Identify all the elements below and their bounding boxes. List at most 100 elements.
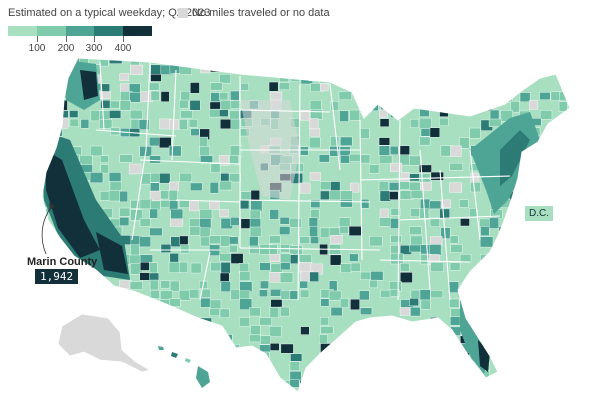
county-patch [529,361,543,372]
legend-tick-100: 100 [28,43,46,54]
county-patch [440,335,454,347]
county-patch [571,228,584,238]
county-patch [320,317,329,326]
legend-swatch-2 [36,26,66,36]
county-patch [139,236,151,248]
county-patch [289,290,299,300]
county-patch [339,146,351,157]
county-patch [469,65,482,75]
county-patch [399,190,413,200]
county-patch [359,388,370,392]
county-patch [509,73,523,82]
county-patch [429,379,443,390]
county-patch [440,353,453,364]
county-patch [540,164,553,173]
county-patch [149,227,163,236]
county-patch [228,173,241,183]
county-patch [280,343,294,354]
county-patch [529,253,543,262]
county-patch [349,387,362,392]
county-patch [189,388,200,392]
county-patch [430,63,442,73]
county-patch [470,182,481,193]
county-patch [339,226,349,235]
county-patch [310,109,323,120]
county-patch [89,172,104,184]
county-patch [448,83,463,92]
county-patch [269,91,283,101]
county-patch [558,163,570,173]
county-patch [440,91,453,99]
county-patch [439,326,450,336]
county-patch [339,136,353,146]
county-patch [519,290,529,301]
county-patch [280,290,291,300]
county-patch [420,128,431,137]
county-patch [400,172,410,183]
county-patch [239,389,252,392]
county-patch [108,172,122,182]
county-patch [358,344,372,354]
county-patch [319,361,333,369]
county-patch [218,92,229,101]
county-patch [180,326,190,335]
county-patch [49,289,63,299]
county-patch [260,335,271,345]
county-patch [390,353,401,361]
county-patch [108,190,121,202]
county-patch [60,379,71,390]
county-patch [139,325,149,335]
county-patch [509,280,522,291]
county-patch [550,351,560,363]
county-patch [309,271,319,282]
county-patch [149,155,161,164]
county-patch [159,137,172,149]
county-patch [269,244,278,255]
county-patch [90,145,103,157]
county-patch [410,235,423,246]
county-patch [349,253,359,262]
county-patch [49,73,62,83]
county-patch [209,335,223,344]
county-patch [379,217,392,227]
county-patch [449,262,461,271]
county-patch [340,199,353,208]
county-patch [130,388,141,392]
county-patch [409,226,422,235]
county-patch [228,244,238,253]
county-patch [349,153,361,162]
state-border [131,61,151,241]
county-patch [439,117,449,126]
county-patch [42,110,53,120]
county-patch [528,263,540,275]
county-patch [369,58,380,67]
county-patch [160,200,170,208]
county-patch [449,352,460,361]
county-patch [42,146,53,157]
county-patch [369,236,383,247]
legend-swatch-1 [8,26,37,36]
county-patch [559,217,570,229]
county-patch [169,298,181,307]
county-patch [99,191,111,201]
county-patch [520,164,531,174]
county-patch [409,298,419,307]
county-patch [150,200,161,211]
county-patch [429,127,440,138]
county-patch [310,58,323,67]
county-patch [539,92,551,101]
county-patch [528,280,539,292]
county-patch [149,262,158,274]
county-patch [139,218,151,227]
county-patch [409,244,422,253]
county-patch [49,335,60,346]
county-patch [99,298,113,308]
county-patch [419,352,431,360]
county-patch [449,388,463,392]
legend-title: Estimated on a typical weekday; Q2 2023 [8,7,211,19]
alaska-shape [57,313,152,373]
county-patch [429,217,440,227]
county-patch [529,289,541,300]
county-patch [568,280,570,290]
county-patch [410,306,421,317]
